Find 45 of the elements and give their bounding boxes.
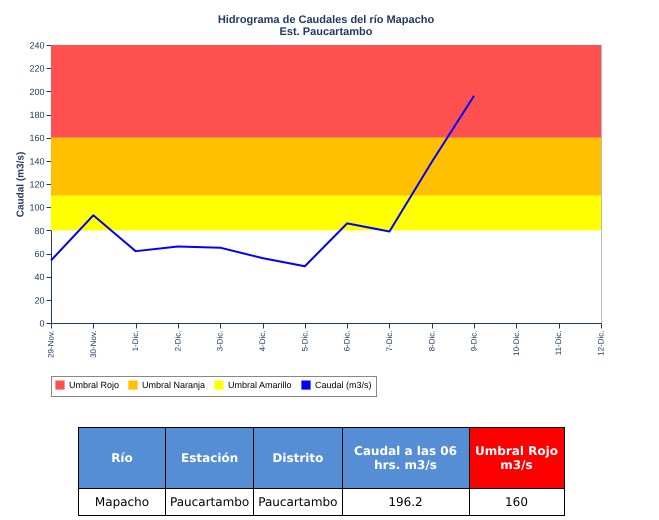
y-tick-label: 20 — [34, 295, 44, 306]
x-tick-label: 10-Dic. — [512, 330, 521, 356]
y-tick-label: 180 — [29, 110, 44, 120]
text: Umbral Rojo m3/s — [469, 428, 564, 488]
x-tick-label: 4-Dic. — [258, 330, 268, 352]
legend-label: Umbral Rojo — [69, 380, 120, 390]
text: Caudal a las 06 hrs. m3/s — [342, 428, 469, 488]
y-tick-label: 220 — [29, 64, 44, 74]
x-tick-label: 7-Dic. — [384, 330, 394, 352]
y-tick-label: 60 — [34, 249, 44, 259]
y-tick-label: 120 — [29, 180, 44, 190]
y-tick-label: 200 — [29, 86, 44, 97]
legend-label: Umbral Amarillo — [228, 380, 292, 390]
y-axis-title: Caudal (m3/s) — [15, 152, 26, 218]
legend-label: Caudal (m3/s) — [315, 380, 372, 390]
x-tick-label: 9-Dic. — [470, 330, 479, 352]
y-tick-label: 240 — [29, 40, 44, 50]
y-tick-label: 80 — [34, 226, 44, 236]
x-tick-label: 30-Nov. — [88, 330, 98, 358]
x-tick-label: 8-Dic. — [427, 330, 436, 352]
x-tick-label: 12-Dic. — [596, 330, 606, 356]
legend-label: Umbral Naranja — [142, 380, 206, 390]
x-tick-label: 6-Dic. — [342, 330, 352, 352]
y-tick-label: 160 — [29, 133, 44, 144]
x-tick-label: 11-Dic. — [554, 330, 564, 356]
x-tick-label: 5-Dic. — [300, 330, 310, 352]
chart-subtitle: Est. Paucartambo — [280, 26, 373, 38]
x-tick-label: 3-Dic. — [216, 330, 225, 352]
y-tick-label: 140 — [29, 156, 44, 166]
x-tick-label: 29-Nov. — [46, 330, 56, 358]
chart-title: Hidrograma de Caudales del río Mapacho — [218, 14, 434, 26]
text: Mapacho — [78, 488, 166, 516]
text: Distrito — [254, 428, 342, 488]
text: Estación — [166, 428, 254, 488]
text: Paucartambo — [166, 488, 254, 516]
x-tick-label: 1-Dic. — [131, 330, 140, 352]
y-tick-label: 0 — [39, 318, 44, 328]
x-tick-label: 2-Dic. — [173, 330, 182, 352]
y-tick-label: 40 — [34, 272, 44, 282]
line-series — [50, 94, 476, 268]
text: 196.2 — [342, 488, 469, 516]
y-tick-label: 100 — [29, 202, 44, 213]
text: Paucartambo — [254, 488, 342, 516]
text: 160 — [469, 488, 564, 516]
text: Río — [78, 428, 166, 488]
